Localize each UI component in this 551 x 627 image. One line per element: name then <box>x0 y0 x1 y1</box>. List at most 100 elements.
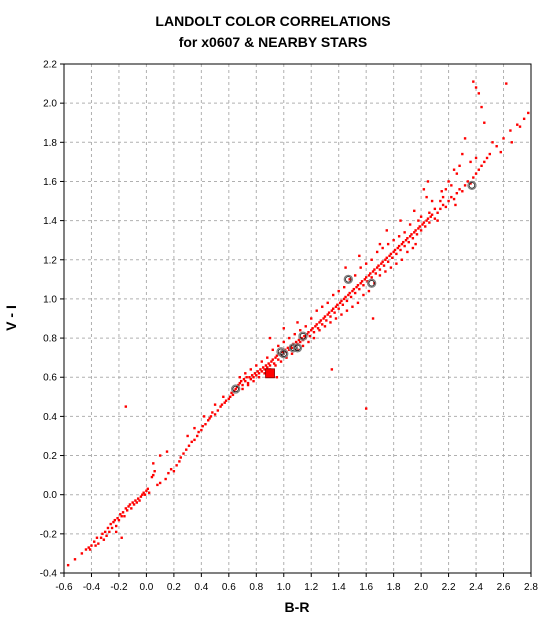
data-point-landolt <box>455 172 459 175</box>
data-point-landolt <box>439 207 442 211</box>
data-point-landolt <box>436 219 439 222</box>
data-point-landolt <box>385 256 388 260</box>
data-point-landolt <box>260 370 263 373</box>
data-point-landolt <box>164 477 167 481</box>
data-point-landolt <box>255 374 258 377</box>
data-point-landolt <box>125 509 129 512</box>
x-axis-label: B-R <box>285 599 310 615</box>
data-point-landolt <box>403 231 406 234</box>
data-point-landolt <box>332 293 335 297</box>
data-point-landolt <box>488 152 491 156</box>
data-point-landolt <box>272 362 276 365</box>
data-point-landolt <box>310 329 313 332</box>
data-point-landolt <box>323 325 327 328</box>
data-point-landolt <box>349 295 353 299</box>
data-point-landolt <box>307 340 310 344</box>
data-point-landolt <box>231 393 235 397</box>
data-point-landolt <box>136 497 140 500</box>
data-point-landolt <box>367 289 371 293</box>
data-point-landolt <box>84 548 88 551</box>
data-point-landolt <box>386 260 390 263</box>
data-point-nearby-star-inner <box>290 344 297 352</box>
data-point-landolt <box>340 313 343 316</box>
data-point-landolt <box>304 336 307 340</box>
data-point-landolt <box>351 305 354 308</box>
data-point-landolt <box>344 295 347 299</box>
data-point-landolt <box>364 276 368 279</box>
data-point-landolt <box>341 303 345 306</box>
data-point-landolt <box>153 470 156 473</box>
data-point-landolt <box>392 238 395 242</box>
data-point-landolt <box>433 217 437 220</box>
data-point-landolt <box>452 197 456 201</box>
data-point-landolt <box>228 395 232 399</box>
data-point-landolt <box>97 542 100 545</box>
data-point-landolt <box>329 315 332 318</box>
data-point-landolt <box>147 491 151 494</box>
data-point-nearby-star <box>298 331 308 341</box>
data-point-landolt <box>360 280 364 283</box>
data-point-nearby-star-inner <box>468 182 476 189</box>
data-point-landolt <box>120 536 123 539</box>
data-point-landolt <box>208 417 211 420</box>
data-point-landolt <box>378 274 382 277</box>
data-point-nearby-star-inner <box>299 332 307 340</box>
data-point-landolt <box>371 270 375 273</box>
data-point-landolt <box>345 309 349 312</box>
data-point-landolt <box>454 203 457 207</box>
data-point-landolt <box>143 493 147 496</box>
data-point-landolt <box>101 532 104 536</box>
data-point-nearby-star <box>276 347 286 357</box>
data-point-landolt <box>308 334 312 338</box>
data-point-landolt <box>433 207 437 211</box>
data-point-landolt <box>343 285 346 289</box>
data-point-landolt <box>386 242 390 246</box>
x-tick-label: 1.0 <box>277 582 291 593</box>
data-point-landolt <box>441 203 445 207</box>
data-point-landolt <box>135 501 138 504</box>
data-point-landolt <box>202 415 206 418</box>
data-point-landolt <box>491 141 494 144</box>
data-point-landolt <box>310 317 313 320</box>
data-point-landolt <box>219 405 222 408</box>
data-point-landolt <box>472 80 475 83</box>
data-point-landolt <box>426 217 430 220</box>
data-point-landolt <box>186 434 189 438</box>
data-point-landolt <box>411 246 415 250</box>
data-point-landolt <box>132 503 136 506</box>
data-point-landolt <box>407 240 410 244</box>
data-point-landolt <box>444 188 448 191</box>
data-point-landolt <box>169 468 173 471</box>
data-point-landolt <box>279 360 283 363</box>
data-point-landolt <box>318 321 321 324</box>
data-point-landolt <box>266 366 269 369</box>
data-point-landolt <box>332 307 335 310</box>
data-point-landolt <box>112 520 115 524</box>
data-point-landolt <box>413 209 416 213</box>
data-point-landolt <box>266 356 269 359</box>
data-point-landolt <box>397 235 401 238</box>
data-point-landolt <box>304 325 307 328</box>
data-point-landolt <box>336 303 339 306</box>
data-point-landolt <box>334 305 338 308</box>
data-point-landolt <box>257 372 261 375</box>
x-tick-label: 0.2 <box>167 582 181 593</box>
data-point-landolt <box>277 344 280 348</box>
data-point-landolt <box>239 379 243 383</box>
data-point-landolt <box>150 475 154 479</box>
data-point-landolt <box>145 489 148 492</box>
data-point-landolt <box>128 503 132 506</box>
data-point-landolt <box>158 454 162 457</box>
data-points <box>66 80 530 567</box>
data-point-landolt <box>344 266 347 269</box>
y-tick-label: 0.2 <box>43 451 57 462</box>
data-point-landolt <box>430 213 434 216</box>
data-point-nearby-star <box>343 274 353 284</box>
data-point-landolt <box>282 352 285 355</box>
data-point-landolt <box>499 150 502 154</box>
data-point-landolt <box>318 329 321 332</box>
data-point-nearby-star <box>367 278 377 288</box>
data-point-landolt <box>93 540 96 543</box>
y-tick-label: 0.0 <box>43 490 57 501</box>
